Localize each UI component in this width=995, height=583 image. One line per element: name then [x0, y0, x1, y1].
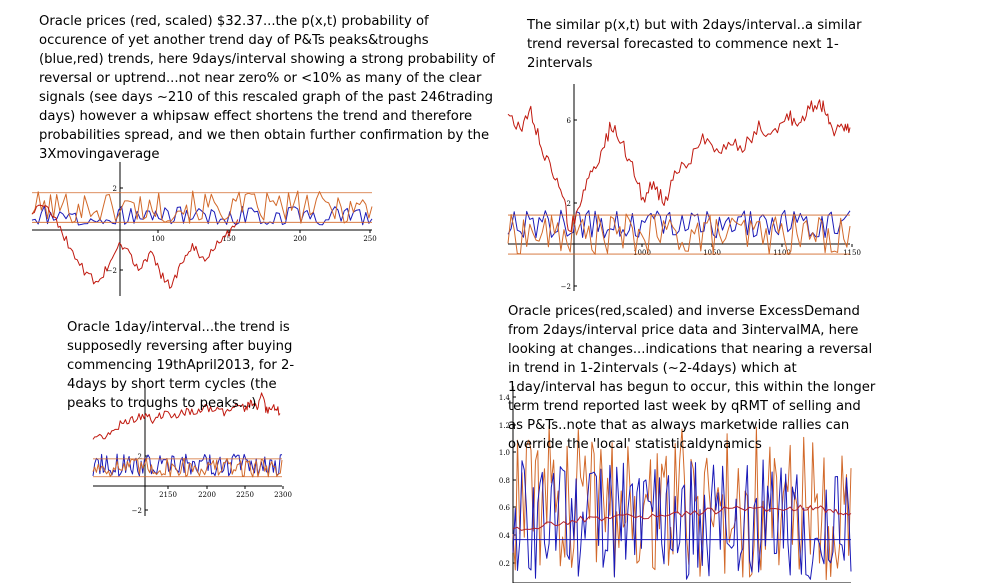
chart4-group: 1.4 1.2 1.0 0.8 0.6 0.4 0.2 — [499, 386, 852, 583]
chart2-series-orange — [507, 213, 851, 255]
chart2-x-tick-label: 1150 — [843, 249, 861, 257]
chart4-series-orange — [512, 425, 852, 581]
chart2-series-price — [507, 99, 851, 233]
chart2-x-tick-label: 1000 — [633, 249, 651, 257]
chart4-y-tick-label: 0.6 — [499, 504, 511, 512]
chart1-x-tick-label: 250 — [363, 235, 376, 243]
caption-panel-2: The similar p(x,t) but with 2days/interv… — [527, 18, 862, 71]
chart3-series-orange — [92, 457, 283, 478]
chart3-x-tick-label: 2200 — [198, 491, 216, 499]
chart1-x-tick-label: 150 — [222, 235, 235, 243]
chart4-y-tick-label: 1.2 — [499, 422, 510, 430]
chart2-y-tick-label: 2 — [567, 200, 571, 208]
chart3-series-blue — [92, 453, 283, 477]
chart4-y-tick-label: 1.4 — [499, 394, 511, 402]
chart3-x-tick-label: 2150 — [159, 491, 177, 499]
chart4-y-tick-label: 0.2 — [499, 560, 510, 568]
chart3-y-tick-label: −2 — [132, 507, 142, 515]
chart2-x-tick-label: 1100 — [773, 249, 791, 257]
chart2-x-tick-label: 1050 — [703, 249, 721, 257]
chart1-group: 100 150 200 250 2 −2 — [31, 162, 377, 296]
chart3-y-tick-label: 2 — [138, 453, 142, 461]
chart1-y-tick-label: 2 — [113, 185, 117, 193]
chart1-x-tick-label: 100 — [151, 235, 164, 243]
chart4-series-ma — [512, 504, 852, 531]
chart3-x-tick-label: 2250 — [236, 491, 254, 499]
caption-panel-3: Oracle 1day/interval...the trend is supp… — [67, 320, 295, 411]
chart1-series-price — [31, 204, 239, 289]
chart4-y-tick-label: 0.8 — [499, 477, 510, 485]
chart4-y-tick-label: 0.4 — [499, 532, 511, 540]
caption-panel-1: Oracle prices (red, scaled) $32.37...the… — [39, 14, 495, 162]
chart2-series-blue — [507, 209, 851, 239]
chart2-y-tick-label: 6 — [567, 117, 572, 125]
chart4-y-tick-label: 1.0 — [499, 449, 510, 457]
chart3-group: 2150 2200 2250 2300 2 −2 — [92, 384, 292, 516]
chart1-x-tick-label: 200 — [293, 235, 306, 243]
chart1-y-tick-label: −2 — [107, 267, 117, 275]
caption-panel-4: Oracle prices(red,scaled) and inverse Ex… — [508, 304, 876, 452]
chart4-series-blue — [512, 459, 852, 580]
chart1-series-orange — [31, 190, 373, 224]
chart2-group: 1000 1050 1100 1150 6 2 −2 — [507, 84, 861, 291]
chart2-y-tick-label: −2 — [561, 283, 571, 291]
chart3-series-price — [92, 392, 281, 440]
chart3-x-tick-label: 2300 — [274, 491, 292, 499]
